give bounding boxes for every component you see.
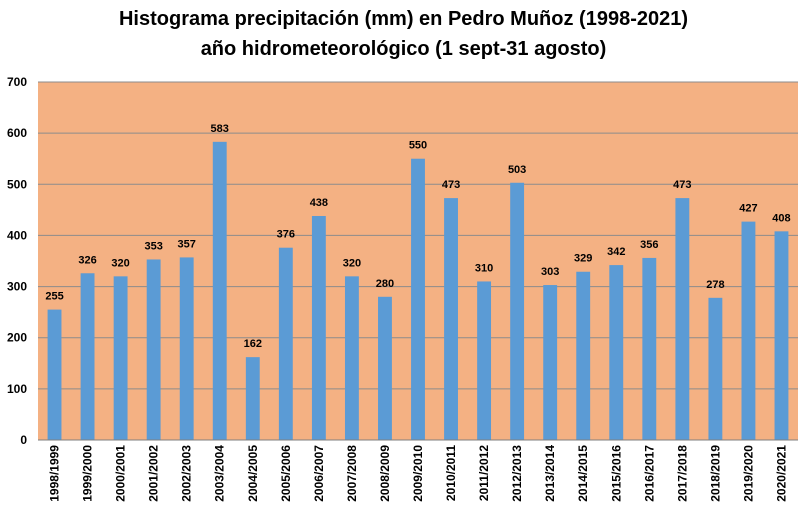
x-tick-label: 2009/2010 — [411, 445, 425, 502]
bar — [80, 273, 95, 440]
y-tick-label: 100 — [7, 382, 27, 396]
data-label: 356 — [640, 239, 658, 251]
x-tick-label: 2020/2021 — [774, 445, 788, 502]
bar — [344, 276, 359, 440]
bar — [774, 231, 789, 440]
bar — [477, 281, 492, 440]
bar — [609, 265, 624, 440]
data-label: 310 — [475, 262, 493, 274]
bar — [642, 257, 657, 440]
data-label: 408 — [772, 212, 790, 224]
data-label: 278 — [706, 279, 724, 291]
bars — [47, 141, 789, 440]
x-axis-tick-labels: 1998/1999 1999/2000 2000/2001 2001/2002 2002… — [48, 445, 789, 502]
x-tick-label: 2017/2018 — [675, 445, 689, 502]
data-labels: 255 326 320 353 357 583 162 376 438 320 280 550 473 3… — [45, 123, 790, 350]
bar — [47, 309, 62, 440]
x-tick-label: 2007/2008 — [345, 445, 359, 502]
x-tick-label: 2006/2007 — [312, 445, 326, 502]
x-tick-label: 2003/2004 — [213, 445, 227, 502]
x-tick-label: 2016/2017 — [642, 445, 656, 502]
bar — [245, 357, 260, 440]
data-label: 473 — [673, 179, 691, 191]
data-label: 427 — [739, 203, 757, 215]
y-tick-label: 300 — [7, 280, 27, 294]
bar — [444, 198, 458, 440]
data-label: 329 — [574, 253, 592, 265]
data-label: 320 — [111, 257, 129, 269]
bar — [378, 296, 392, 440]
x-tick-label: 2004/2005 — [246, 445, 260, 502]
x-tick-label: 2014/2015 — [576, 445, 590, 502]
x-tick-label: 2008/2009 — [378, 445, 392, 502]
data-label: 255 — [45, 291, 63, 303]
y-tick-label: 0 — [20, 433, 27, 447]
y-axis-tick-labels: 0 100 200 300 400 500 600 700 — [7, 75, 27, 447]
y-tick-label: 600 — [7, 126, 27, 140]
bar — [113, 276, 128, 440]
x-tick-label: 2015/2016 — [609, 445, 623, 502]
bar — [576, 271, 591, 440]
data-label: 473 — [442, 179, 460, 191]
data-label: 376 — [277, 229, 295, 241]
x-tick-label: 2013/2014 — [543, 445, 557, 502]
x-tick-label: 2019/2020 — [741, 445, 755, 502]
data-label: 583 — [211, 123, 229, 135]
x-tick-label: 2000/2001 — [114, 445, 128, 502]
y-tick-label: 200 — [7, 331, 27, 345]
bar — [311, 215, 326, 440]
data-label: 326 — [78, 254, 96, 266]
bar — [146, 259, 161, 440]
bar — [741, 221, 756, 440]
data-label: 303 — [541, 266, 559, 278]
bar — [675, 198, 690, 440]
bar — [510, 182, 525, 440]
chart-title: Histograma precipitación (mm) en Pedro M… — [118, 8, 689, 30]
y-tick-label: 500 — [7, 177, 27, 191]
x-tick-label: 1999/2000 — [81, 445, 95, 502]
x-tick-label: 1998/1999 — [48, 445, 62, 502]
data-label: 503 — [508, 164, 526, 176]
bar — [179, 257, 194, 440]
y-tick-label: 400 — [7, 228, 27, 242]
chart-subtitle: año hidrometeorológico (1 sept-31 agosto… — [200, 38, 607, 60]
data-label: 550 — [409, 140, 427, 152]
data-label: 353 — [144, 240, 162, 252]
data-label: 280 — [376, 278, 394, 290]
x-tick-label: 2002/2003 — [180, 445, 194, 502]
data-label: 357 — [178, 238, 196, 250]
y-tick-label: 700 — [7, 75, 27, 89]
data-label: 162 — [244, 338, 262, 350]
x-tick-label: 2011/2012 — [477, 445, 491, 501]
bar — [708, 297, 723, 440]
x-tick-label: 2010/2011 — [444, 445, 458, 501]
data-label: 438 — [310, 197, 328, 209]
data-label: 320 — [343, 257, 361, 269]
x-tick-label: 2005/2006 — [279, 445, 293, 502]
x-tick-label: 2018/2019 — [708, 445, 722, 502]
bar — [543, 285, 558, 440]
data-label: 342 — [607, 246, 625, 258]
x-tick-label: 2001/2002 — [147, 445, 161, 502]
bar — [278, 247, 293, 440]
bar — [212, 141, 227, 440]
x-tick-label: 2012/2013 — [510, 445, 524, 502]
bar — [411, 158, 425, 440]
